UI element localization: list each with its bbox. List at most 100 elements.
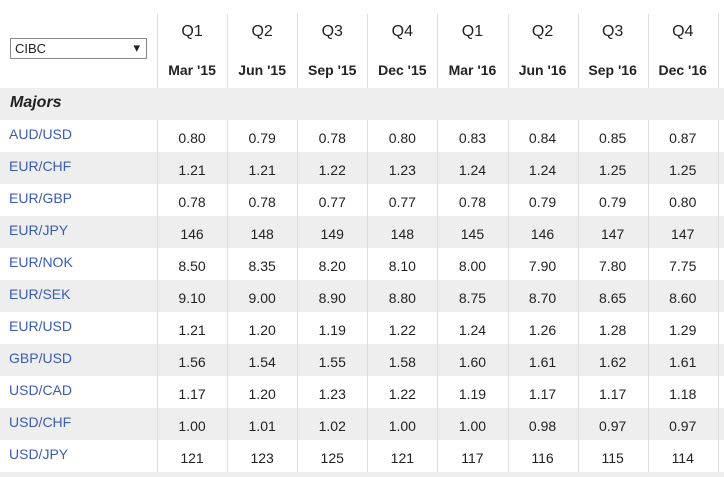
- rate-cell: 0.97: [669, 418, 697, 434]
- column-divider: [437, 120, 438, 472]
- rate-cell: 1.24: [458, 322, 487, 338]
- rate-cell: 1.25: [669, 162, 697, 178]
- rate-cell: 1.20: [248, 322, 276, 338]
- rate-cell: 1.25: [599, 162, 627, 178]
- rate-cell: 1.18: [669, 386, 697, 402]
- rate-cell: 0.77: [318, 194, 346, 210]
- bottom-stripe: [0, 472, 724, 477]
- pair-link[interactable]: EUR/JPY: [9, 222, 69, 238]
- rate-cell: 1.19: [318, 322, 346, 338]
- row-stripe: [0, 152, 724, 184]
- rate-cell: 146: [180, 226, 204, 242]
- rate-cell: 8.90: [318, 290, 346, 306]
- pair-link[interactable]: EUR/USD: [9, 318, 73, 334]
- section-header: Majors: [0, 88, 724, 120]
- pair-link[interactable]: USD/JPY: [9, 446, 69, 462]
- rate-cell: 7.90: [528, 258, 557, 274]
- column-divider: [648, 14, 649, 88]
- rate-cell: 1.00: [388, 418, 416, 434]
- rate-cell: 1.21: [248, 162, 276, 178]
- date-label: Sep '15: [308, 62, 357, 78]
- pair-link[interactable]: EUR/SEK: [9, 286, 71, 302]
- rate-cell: 123: [250, 450, 274, 466]
- rate-cell: 117: [461, 450, 484, 466]
- rate-cell: 9.00: [248, 290, 276, 306]
- column-divider: [157, 14, 158, 88]
- rate-cell: 0.77: [388, 194, 416, 210]
- rate-cell: 9.10: [178, 290, 206, 306]
- rate-cell: 7.80: [599, 258, 627, 274]
- rate-cell: 1.55: [318, 354, 346, 370]
- pair-link[interactable]: EUR/GBP: [9, 190, 73, 206]
- pair-link[interactable]: GBP/USD: [9, 350, 73, 366]
- rate-cell: 116: [531, 450, 554, 466]
- column-divider: [508, 120, 509, 472]
- rate-cell: 0.79: [528, 194, 557, 210]
- rate-cell: 0.80: [388, 130, 416, 146]
- quarter-label: Q3: [321, 23, 343, 40]
- rate-cell: 1.20: [248, 386, 276, 402]
- rate-cell: 1.17: [599, 386, 627, 402]
- rate-cell: 0.79: [248, 130, 276, 146]
- date-label: Mar '16: [448, 62, 497, 78]
- column-divider: [367, 120, 368, 472]
- column-divider: [227, 14, 228, 88]
- rate-cell: 1.17: [178, 386, 206, 402]
- rate-cell: 8.35: [248, 258, 276, 274]
- select-text: CIBC: [15, 41, 47, 56]
- rate-cell: 0.80: [669, 194, 697, 210]
- column-divider: [578, 120, 579, 472]
- column-divider: [157, 120, 158, 472]
- quarter-label: Q3: [601, 23, 624, 40]
- date-label: Dec '16: [658, 62, 707, 78]
- rate-cell: 0.84: [528, 130, 557, 146]
- rate-cell: 0.98: [528, 418, 557, 434]
- column-divider: [297, 120, 298, 472]
- rate-cell: 0.78: [458, 194, 487, 210]
- pair-link[interactable]: EUR/NOK: [9, 254, 73, 270]
- rate-cell: 1.61: [528, 354, 557, 370]
- rate-cell: 0.79: [599, 194, 627, 210]
- rate-cell: 0.78: [248, 194, 276, 210]
- rate-cell: 8.20: [318, 258, 346, 274]
- rate-cell: 147: [600, 226, 625, 242]
- pair-link[interactable]: EUR/CHF: [9, 158, 72, 174]
- rate-cell: 0.87: [669, 130, 697, 146]
- rate-cell: 1.21: [178, 322, 206, 338]
- broker-select[interactable]: CIBC: [10, 38, 147, 59]
- rate-cell: 8.80: [388, 290, 416, 306]
- rate-cell: 8.75: [458, 290, 487, 306]
- rate-cell: 1.22: [388, 322, 416, 338]
- rate-cell: 0.78: [318, 130, 346, 146]
- rate-cell: 1.21: [178, 162, 206, 178]
- row-stripe: [0, 408, 724, 440]
- rate-cell: 146: [530, 226, 555, 242]
- date-label: Mar '15: [168, 62, 216, 78]
- rate-cell: 8.70: [528, 290, 557, 306]
- rate-cell: 115: [601, 450, 624, 466]
- row-stripe: [0, 216, 724, 248]
- rate-cell: 114: [671, 450, 694, 466]
- rate-cell: 1.26: [528, 322, 557, 338]
- rate-cell: 1.60: [458, 354, 487, 370]
- rate-cell: 1.22: [388, 386, 416, 402]
- pair-link[interactable]: AUD/USD: [9, 126, 73, 142]
- rate-cell: 148: [250, 226, 274, 242]
- rate-cell: 1.28: [599, 322, 627, 338]
- pair-link[interactable]: USD/CAD: [9, 382, 73, 398]
- rate-cell: 1.62: [599, 354, 627, 370]
- rate-cell: 125: [320, 450, 344, 466]
- rate-cell: 1.23: [318, 386, 346, 402]
- rate-cell: 1.58: [388, 354, 416, 370]
- date-label: Jun '16: [518, 62, 567, 78]
- row-stripe: [0, 344, 724, 376]
- pair-link[interactable]: USD/CHF: [9, 414, 72, 430]
- column-divider: [508, 14, 509, 88]
- date-label: Jun '15: [238, 62, 286, 78]
- rate-cell: 1.24: [458, 162, 487, 178]
- rate-cell: 121: [180, 450, 204, 466]
- column-divider: [648, 120, 649, 472]
- rate-cell: 8.50: [178, 258, 206, 274]
- rate-cell: 8.60: [669, 290, 697, 306]
